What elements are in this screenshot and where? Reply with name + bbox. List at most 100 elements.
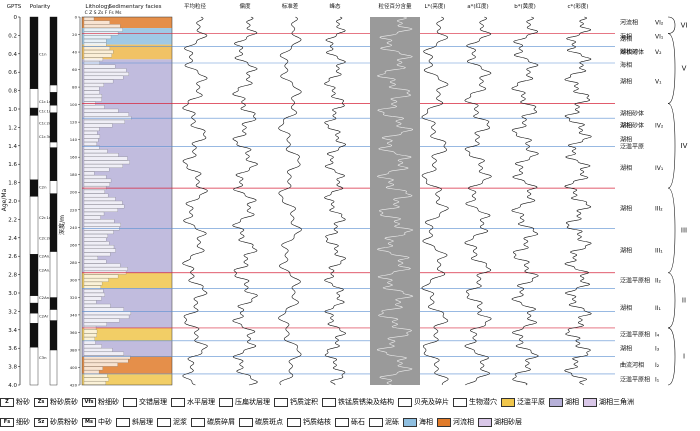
legend-label: 碳质斑点 — [255, 418, 283, 426]
lithology-bed — [83, 274, 119, 279]
facies-label: 湖相 — [620, 304, 632, 312]
lithology-bed — [83, 373, 108, 378]
legend-row-2: Fs 细砂 Sz 砂质粉砂 Ms 中砂 斜层理 泥浆 碳质碎屑 碳质斑点 钙质结核 砾石 泥砾 海相 河流相… — [0, 413, 700, 431]
lithology-bed — [83, 377, 109, 382]
curve-c — [564, 16, 592, 386]
depth-tick-label: 100 — [70, 102, 78, 107]
lithology-bed — [83, 233, 109, 238]
lithology-bed — [83, 134, 101, 139]
lithology-bed — [83, 97, 102, 102]
facies-label-extra: 湖相 — [620, 35, 632, 43]
lithology-bed — [83, 322, 107, 327]
lithology-bed — [83, 211, 105, 216]
facies-label: 泛滥平原相 — [620, 277, 650, 285]
lithology-scale: C Z S Zs F Fs Ms — [85, 10, 122, 16]
lithology-bed — [83, 351, 124, 356]
legend-item: Zs 粉砂质砂 — [34, 397, 78, 407]
lithology-bed — [83, 307, 124, 312]
age-tick-label: 1.0 — [8, 107, 17, 113]
legend-label: 交错层理 — [139, 398, 167, 406]
legend-item: 碳质斑点 — [239, 417, 283, 427]
legend-item: 钙质结核 — [287, 417, 331, 427]
legend-label: 粉砂质砂 — [50, 398, 78, 406]
gpts-chron — [29, 107, 39, 116]
legend-item: Ms 中砂 — [82, 417, 112, 427]
gpts-label: C2r.1r — [39, 215, 51, 220]
depth-tick-label: 420 — [70, 383, 78, 388]
lithology-bed — [83, 204, 125, 209]
gpts-label: C1r.1n — [39, 99, 52, 104]
gpts-chron — [29, 88, 39, 109]
depth-tick-label: 400 — [70, 365, 78, 370]
lithology-frame — [81, 16, 173, 386]
legend-swatch — [478, 417, 492, 427]
lithology-bed — [83, 72, 129, 76]
legend-item: 湖相 — [549, 397, 579, 407]
lithology-bed — [83, 340, 96, 345]
column-header-grain: 平均粒径 — [184, 2, 207, 10]
legend-item: 砾石 — [335, 417, 365, 427]
lithology-bed — [83, 311, 132, 316]
legend-label: 斜层理 — [132, 418, 153, 426]
gpts-label: C1r.1r — [39, 108, 51, 113]
legend-label: 砂质粉砂 — [50, 418, 78, 426]
major-unit-label: IV — [681, 142, 688, 150]
legend-item: Sz 砂质粉砂 — [34, 417, 78, 427]
lithology-bed — [83, 27, 123, 32]
gpts-chron — [29, 16, 39, 89]
unit-label: III₁ — [655, 248, 663, 255]
legend-label: 泛滥平原 — [517, 398, 545, 406]
unit-bracket — [667, 187, 676, 274]
facies-label: 湖相 — [620, 345, 632, 353]
lithology-bed — [83, 329, 98, 334]
curve-grain — [182, 16, 208, 386]
gpts-label: C1r.3r — [39, 134, 51, 139]
depth-tick-label: 120 — [70, 120, 78, 125]
legend-label: 河流相 — [453, 418, 474, 426]
legend-swatch — [369, 417, 383, 427]
legend-swatch: Sz — [34, 417, 48, 427]
gpts-label: C2n — [39, 185, 47, 190]
age-axis-label: Age/Ma — [1, 188, 8, 211]
lithology-bed — [83, 123, 113, 128]
legend-label: 钙质淀积 — [290, 398, 318, 406]
lithology-bed — [83, 164, 123, 168]
unit-label: III₂ — [655, 205, 663, 212]
facies-label: 海相 — [620, 32, 632, 40]
lithology-bed — [83, 171, 95, 176]
depth-tick-label: 20 — [72, 32, 77, 37]
age-tick-label: 3.6 — [8, 346, 17, 352]
legend-item: 湖相砂层 — [478, 417, 522, 427]
legend-swatch — [157, 417, 171, 427]
major-unit-label: II — [682, 296, 686, 304]
depth-tick-label: 340 — [70, 312, 78, 317]
lithology-bed — [83, 296, 102, 301]
legend-label: 砾石 — [351, 418, 365, 426]
lithology-bed — [83, 292, 105, 297]
unit-label: I₄ — [655, 331, 660, 338]
lithology-bed — [83, 156, 128, 161]
unit-bracket — [667, 272, 676, 329]
lithology-bed — [83, 127, 100, 132]
legend-label: 湖相三角洲 — [599, 398, 634, 406]
age-tick-label: 2.4 — [8, 236, 17, 242]
lithology-bed — [83, 38, 107, 43]
unit-label: V₂ — [655, 49, 662, 56]
legend-swatch — [123, 397, 137, 407]
unit-label: I₃ — [655, 346, 660, 353]
unit-label: II₁ — [655, 305, 662, 312]
column-header-skew: 偏度 — [239, 2, 251, 10]
facies-label: 湖相 — [620, 164, 632, 172]
column-header-a: a*(红度) — [467, 2, 488, 10]
column-header-gpts: GPTS — [7, 4, 22, 10]
facies-band — [82, 373, 172, 385]
unit-label: II₂ — [655, 278, 662, 285]
gpts-label: C2An.3n — [39, 295, 56, 300]
lithology-bed — [83, 237, 107, 242]
lithology-bed — [83, 248, 116, 253]
lithology-bed — [83, 79, 114, 84]
depth-tick-label: 0 — [75, 15, 78, 20]
polarity-chron — [49, 16, 58, 86]
lithology-bed — [83, 314, 130, 319]
lithology-bed — [83, 145, 100, 150]
